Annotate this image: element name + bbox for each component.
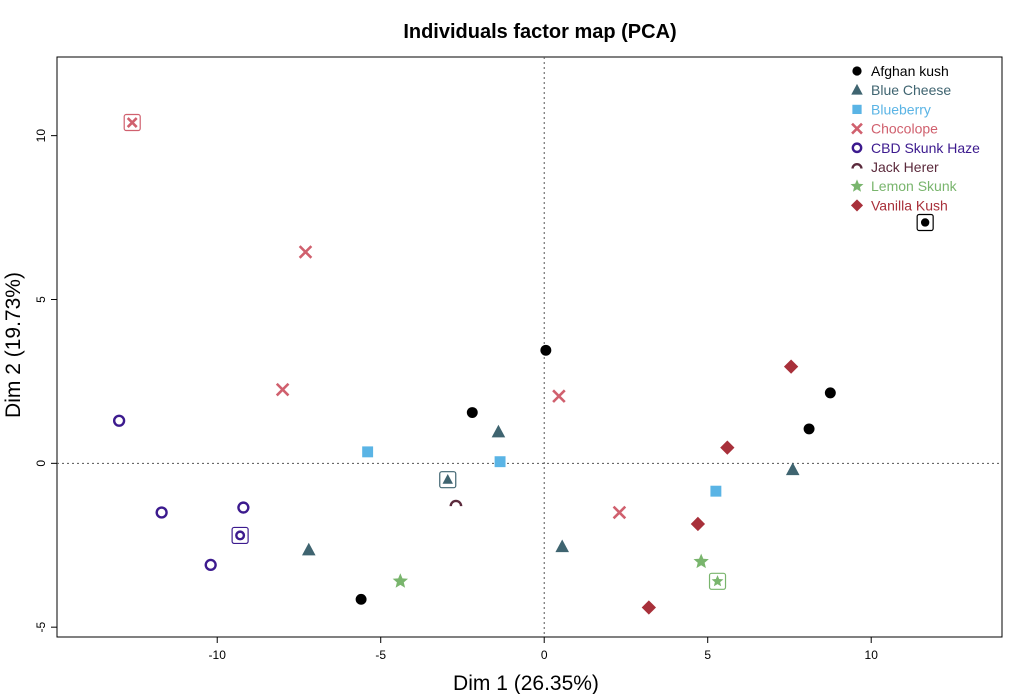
point-lemon-skunk: [693, 553, 709, 569]
legend-marker: [851, 142, 863, 154]
legend-label: CBD Skunk Haze: [871, 140, 980, 156]
y-tick-label: 10: [34, 129, 48, 143]
legend-marker: [852, 104, 862, 115]
point-jack-herer: [449, 499, 463, 507]
legend-marker: [852, 66, 862, 76]
point-chocolope: [298, 245, 313, 259]
series-jack-herer: [449, 499, 463, 507]
series-vanilla-kush: [641, 359, 799, 615]
legend-label: Blueberry: [871, 101, 931, 117]
point-cbd-skunk-haze: [204, 558, 217, 572]
legend-marker: [851, 162, 863, 169]
legend-label: Lemon Skunk: [871, 178, 958, 194]
legend-marker: [850, 179, 864, 192]
point-blue-cheese: [491, 424, 506, 438]
legend-marker: [850, 199, 864, 212]
x-tick-label: 5: [704, 648, 711, 662]
point-chocolope: [275, 382, 290, 397]
point-vanilla-kush: [720, 440, 735, 455]
point-vanilla-kush: [690, 516, 706, 532]
centroid-afghan-kush: [920, 218, 930, 227]
point-blueberry: [494, 456, 506, 468]
point-blue-cheese: [301, 542, 316, 556]
point-cbd-skunk-haze: [112, 414, 126, 427]
point-vanilla-kush: [641, 600, 657, 615]
y-tick-label: -5: [34, 622, 48, 633]
legend-marker: [851, 83, 863, 95]
point-afghan-kush: [803, 423, 815, 435]
point-afghan-kush: [355, 593, 367, 605]
point-chocolope: [612, 505, 627, 520]
chart-title: Individuals factor map (PCA): [403, 21, 676, 43]
legend-label: Jack Herer: [871, 159, 939, 175]
x-tick-label: 10: [865, 648, 879, 662]
point-blue-cheese: [555, 539, 569, 553]
x-axis: -10 -5 0 5 10: [209, 637, 879, 662]
series-afghan-kush: [355, 213, 934, 605]
x-tick-label: -5: [375, 648, 386, 662]
point-afghan-kush: [540, 344, 552, 356]
centroid-lemon-skunk: [711, 575, 724, 587]
point-afghan-kush: [824, 387, 836, 399]
legend-label: Afghan kush: [871, 63, 949, 79]
series-chocolope: [123, 113, 627, 520]
point-afghan-kush: [466, 407, 478, 418]
x-tick-label: -10: [209, 648, 227, 662]
point-vanilla-kush: [783, 359, 799, 374]
legend-label: Blue Cheese: [871, 82, 951, 98]
y-tick-label: 5: [34, 296, 48, 303]
legend: Afghan kush Blue Cheese Blueberry Chocolope…: [850, 63, 980, 213]
point-blueberry: [362, 446, 374, 458]
y-axis-label: Dim 2 (19.73%): [2, 272, 25, 418]
x-tick-label: 0: [541, 648, 548, 662]
plot-frame: [56, 56, 1003, 638]
point-cbd-skunk-haze: [155, 506, 168, 519]
legend-label: Vanilla Kush: [871, 197, 948, 213]
point-cbd-skunk-haze: [237, 501, 250, 514]
data-points: [112, 113, 934, 615]
series-blueberry: [362, 446, 722, 497]
y-axis: -5 0 5 10: [34, 129, 57, 633]
point-lemon-skunk: [392, 573, 408, 588]
series-cbd-skunk-haze: [112, 414, 250, 572]
centroid-blue-cheese: [442, 474, 453, 484]
centroid-cbd-skunk-haze: [235, 530, 246, 541]
legend-label: Chocolope: [871, 121, 938, 137]
centroid-chocolope: [126, 117, 138, 128]
x-axis-label: Dim 1 (26.35%): [453, 672, 599, 694]
series-blue-cheese: [301, 424, 800, 556]
series-lemon-skunk: [392, 553, 727, 590]
point-chocolope: [552, 389, 566, 403]
y-tick-label: 0: [34, 460, 48, 467]
point-blueberry: [710, 485, 722, 497]
legend-marker: [851, 122, 863, 135]
centroid-box-cbd-skunk-haze: [231, 526, 249, 545]
point-blue-cheese: [785, 462, 800, 476]
